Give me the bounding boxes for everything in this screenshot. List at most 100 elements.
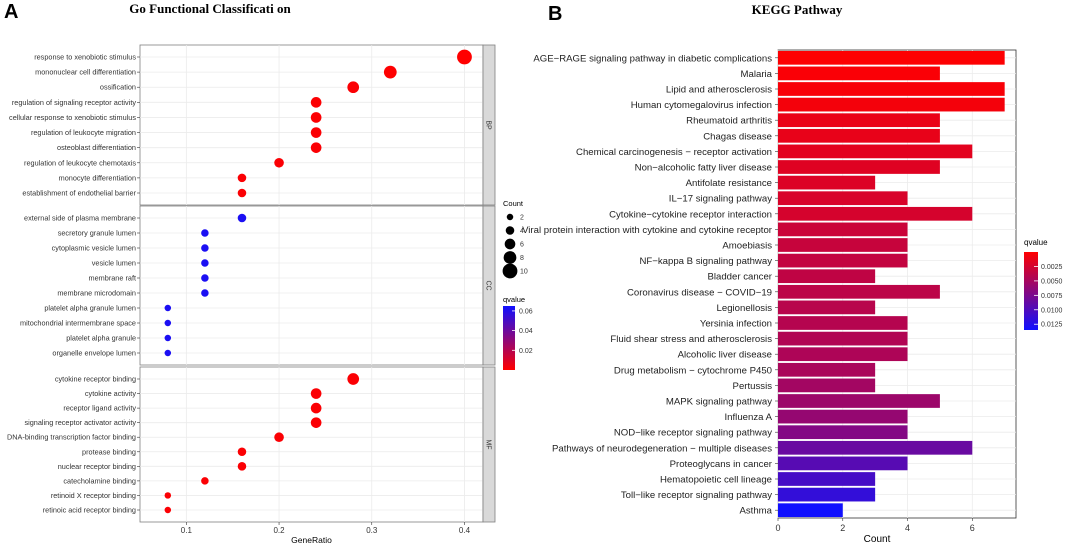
kegg-x-tick-label: 4 — [905, 523, 910, 533]
kegg-bar — [778, 160, 940, 174]
qvalue-colorbar-b — [1024, 252, 1038, 330]
kegg-category-label: Drug metabolism − cytochrome P450 — [614, 365, 772, 376]
count-legend-dot — [506, 213, 514, 221]
go-term-label: regulation of leukocyte chemotaxis — [24, 158, 136, 167]
go-dot — [164, 319, 172, 327]
go-dot — [347, 81, 360, 94]
go-dot — [457, 49, 472, 65]
kegg-category-label: Lipid and atherosclerosis — [666, 85, 772, 96]
qvalue-legend-title-b: qvalue — [1024, 238, 1048, 247]
qvalue-legend-label-b: 0.0075 — [1041, 293, 1063, 300]
go-term-label: establishment of endothelial barrier — [22, 189, 136, 198]
go-dot — [310, 388, 322, 399]
go-dot — [201, 289, 209, 297]
qvalue-legend-label-b: 0.0050 — [1041, 278, 1063, 285]
kegg-category-label: Human cytomegalovirus infection — [631, 100, 772, 111]
kegg-category-label: Viral protein interaction with cytokine … — [522, 225, 773, 236]
kegg-bar — [778, 128, 940, 143]
kegg-x-tick-label: 6 — [970, 523, 975, 533]
go-dot — [310, 417, 322, 428]
kegg-plot-area — [777, 49, 1017, 519]
go-term-label: cytokine receptor binding — [55, 375, 136, 384]
kegg-category-label: Alcoholic liver disease — [678, 350, 772, 361]
panel-label-a: A — [4, 1, 18, 23]
go-dot — [274, 157, 284, 168]
kegg-category-label: Rheumatoid arthritis — [686, 116, 772, 127]
kegg-category-label: Non−alcoholic fatty liver disease — [635, 163, 772, 174]
kegg-bar — [778, 300, 876, 315]
go-term-label: secretory granule lumen — [58, 229, 136, 238]
go-dot — [237, 188, 247, 198]
kegg-category-label: Pathways of neurodegeneration − multiple… — [552, 443, 772, 454]
go-dot — [310, 127, 322, 138]
go-term-label: organelle envelope lumen — [52, 349, 136, 358]
go-dot — [237, 173, 247, 183]
qvalue-legend-label-a: 0.04 — [519, 328, 533, 335]
go-dot — [237, 213, 247, 223]
kegg-bar — [778, 472, 876, 486]
go-term-label: membrane microdomain — [57, 289, 136, 298]
count-legend-dot — [502, 263, 518, 279]
go-term-label: platelet alpha granule lumen — [44, 304, 136, 313]
kegg-category-label: Pertussis — [733, 381, 773, 392]
kegg-bar — [778, 97, 1005, 112]
kegg-category-label: Bladder cancer — [707, 272, 772, 283]
kegg-category-label: Chagas disease — [703, 131, 772, 142]
go-term-label: monocyte differentiation — [59, 173, 136, 182]
go-term-label: protease binding — [82, 447, 136, 456]
kegg-category-label: Chemical carcinogenesis − receptor activ… — [576, 147, 772, 158]
qvalue-legend-label-b: 0.0100 — [1041, 307, 1063, 314]
facet-panel-cc — [139, 205, 484, 366]
kegg-bar — [778, 409, 908, 424]
kegg-category-label: Toll−like receptor signaling pathway — [621, 490, 772, 501]
qvalue-legend-label-b: 0.0125 — [1041, 322, 1063, 329]
count-legend-label: 6 — [520, 242, 524, 249]
kegg-category-label: NOD−like receptor signaling pathway — [614, 428, 772, 439]
go-dot — [201, 477, 209, 485]
go-term-label: platelet alpha granule — [66, 334, 136, 343]
kegg-bar — [778, 456, 908, 471]
kegg-x-tick-label: 2 — [840, 523, 845, 533]
kegg-bar — [778, 66, 940, 81]
kegg-bar — [778, 487, 876, 502]
kegg-bar — [778, 222, 908, 237]
count-legend-label: 4 — [520, 228, 524, 235]
go-term-label: cytoplasmic vesicle lumen — [52, 244, 136, 253]
count-legend-dot — [505, 226, 515, 235]
kegg-bar — [778, 347, 908, 362]
go-term-label: retinoic acid receptor binding — [43, 506, 136, 515]
count-legend-label: 10 — [520, 269, 528, 276]
kegg-bar — [778, 50, 1005, 65]
kegg-x-axis-label: Count — [864, 534, 891, 545]
count-legend-label: 8 — [520, 255, 524, 262]
kegg-category-label: Asthma — [739, 506, 772, 517]
qvalue-legend-label-a: 0.06 — [519, 308, 533, 315]
go-term-label: cytokine activity — [85, 389, 136, 398]
count-legend-dot — [503, 251, 517, 264]
go-term-label: ossification — [100, 83, 136, 92]
go-dot — [383, 65, 397, 79]
kegg-category-label: IL−17 signaling pathway — [669, 194, 772, 205]
qvalue-colorbar-a — [503, 306, 515, 370]
kegg-bar — [778, 253, 908, 268]
go-dot — [201, 274, 209, 282]
go-dot — [237, 447, 247, 457]
go-dot — [164, 304, 172, 312]
kegg-title: KEGG Pathway — [752, 2, 843, 17]
kegg-bar — [778, 175, 876, 190]
go-term-label: regulation of leukocyte migration — [31, 128, 136, 137]
facet-strip-label: MF — [485, 439, 492, 449]
kegg-category-label: Coronavirus disease − COVID−19 — [627, 287, 772, 298]
go-term-label: nuclear receptor binding — [58, 462, 136, 471]
kegg-bar — [778, 238, 908, 252]
kegg-bar — [778, 378, 876, 393]
kegg-category-label: Cytokine−cytokine receptor interaction — [609, 209, 772, 220]
go-x-tick-label: 0.2 — [273, 526, 285, 535]
go-term-label: retinoid X receptor binding — [51, 491, 136, 500]
go-term-label: mononuclear cell differentiation — [35, 68, 136, 77]
go-term-label: external side of plasma membrane — [24, 214, 136, 223]
kegg-category-label: AGE−RAGE signaling pathway in diabetic c… — [533, 53, 772, 64]
kegg-bar — [778, 269, 876, 284]
